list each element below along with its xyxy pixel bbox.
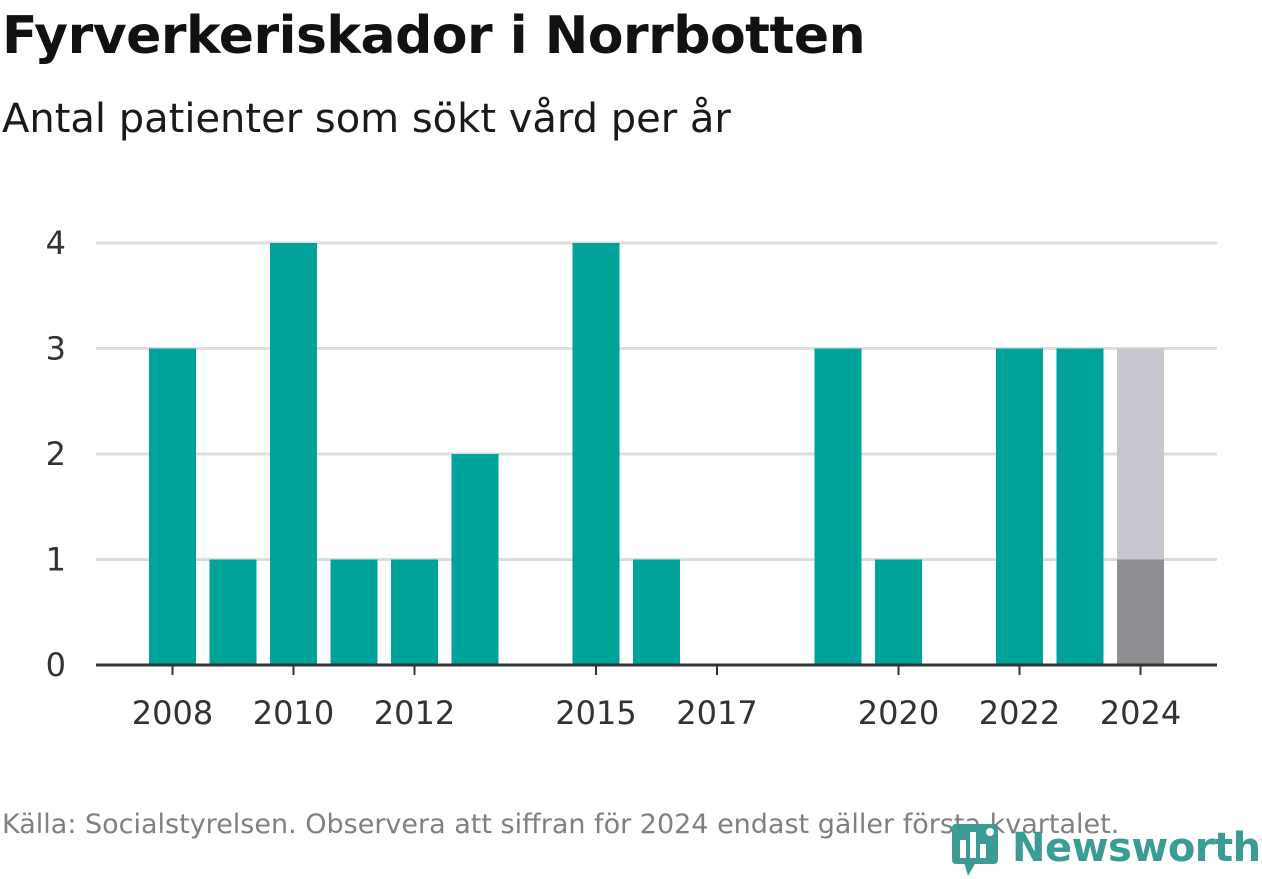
bar-2010 — [270, 243, 317, 665]
x-tick-label: 2015 — [555, 694, 636, 732]
bar-2012 — [391, 559, 438, 665]
y-tick-label: 1 — [46, 541, 66, 579]
x-tick-label: 2020 — [858, 694, 939, 732]
bars — [149, 243, 1164, 665]
x-tick-label: 2024 — [1100, 694, 1181, 732]
x-tick-label: 2022 — [979, 694, 1060, 732]
y-tick-label: 4 — [46, 224, 66, 262]
bar-2019 — [814, 348, 862, 665]
bar-2023 — [1056, 348, 1104, 665]
y-tick-label: 0 — [46, 646, 66, 684]
bar-2022 — [996, 348, 1043, 665]
x-tick-label: 2010 — [253, 694, 334, 732]
source-note: Källa: Socialstyrelsen. Observera att si… — [2, 809, 1120, 840]
brand-name: Newsworthy — [1012, 825, 1262, 871]
x-tick-label: 2012 — [374, 694, 455, 732]
brand-logo: Newsworthy — [950, 818, 1262, 878]
chart-subtitle: Antal patienter som sökt vård per år — [2, 96, 731, 142]
newsworthy-logo-icon — [952, 824, 998, 876]
bar-chart: 0 1 2 3 4 2008 2010 2012 2015 2017 2020 2022 2024 — [46, 224, 1217, 732]
bar-2008 — [149, 348, 196, 665]
y-tick-label: 2 — [46, 435, 66, 473]
x-tick-label: 2017 — [676, 694, 757, 732]
bar-2013 — [451, 454, 499, 665]
gridlines — [96, 241, 1217, 561]
bar-2016 — [633, 559, 680, 665]
bar-2024 — [1117, 559, 1164, 665]
axes: 0 1 2 3 4 2008 2010 2012 2015 2017 2020 2022 2024 — [46, 224, 1217, 732]
x-tick-label: 2008 — [132, 694, 213, 732]
bar-2015 — [572, 243, 620, 665]
bar-2020 — [875, 559, 922, 665]
bar-2009 — [209, 559, 257, 665]
chart-title: Fyrverkeriskador i Norrbotten — [2, 6, 866, 66]
bar-2011 — [330, 559, 378, 665]
y-tick-label: 3 — [46, 330, 66, 368]
